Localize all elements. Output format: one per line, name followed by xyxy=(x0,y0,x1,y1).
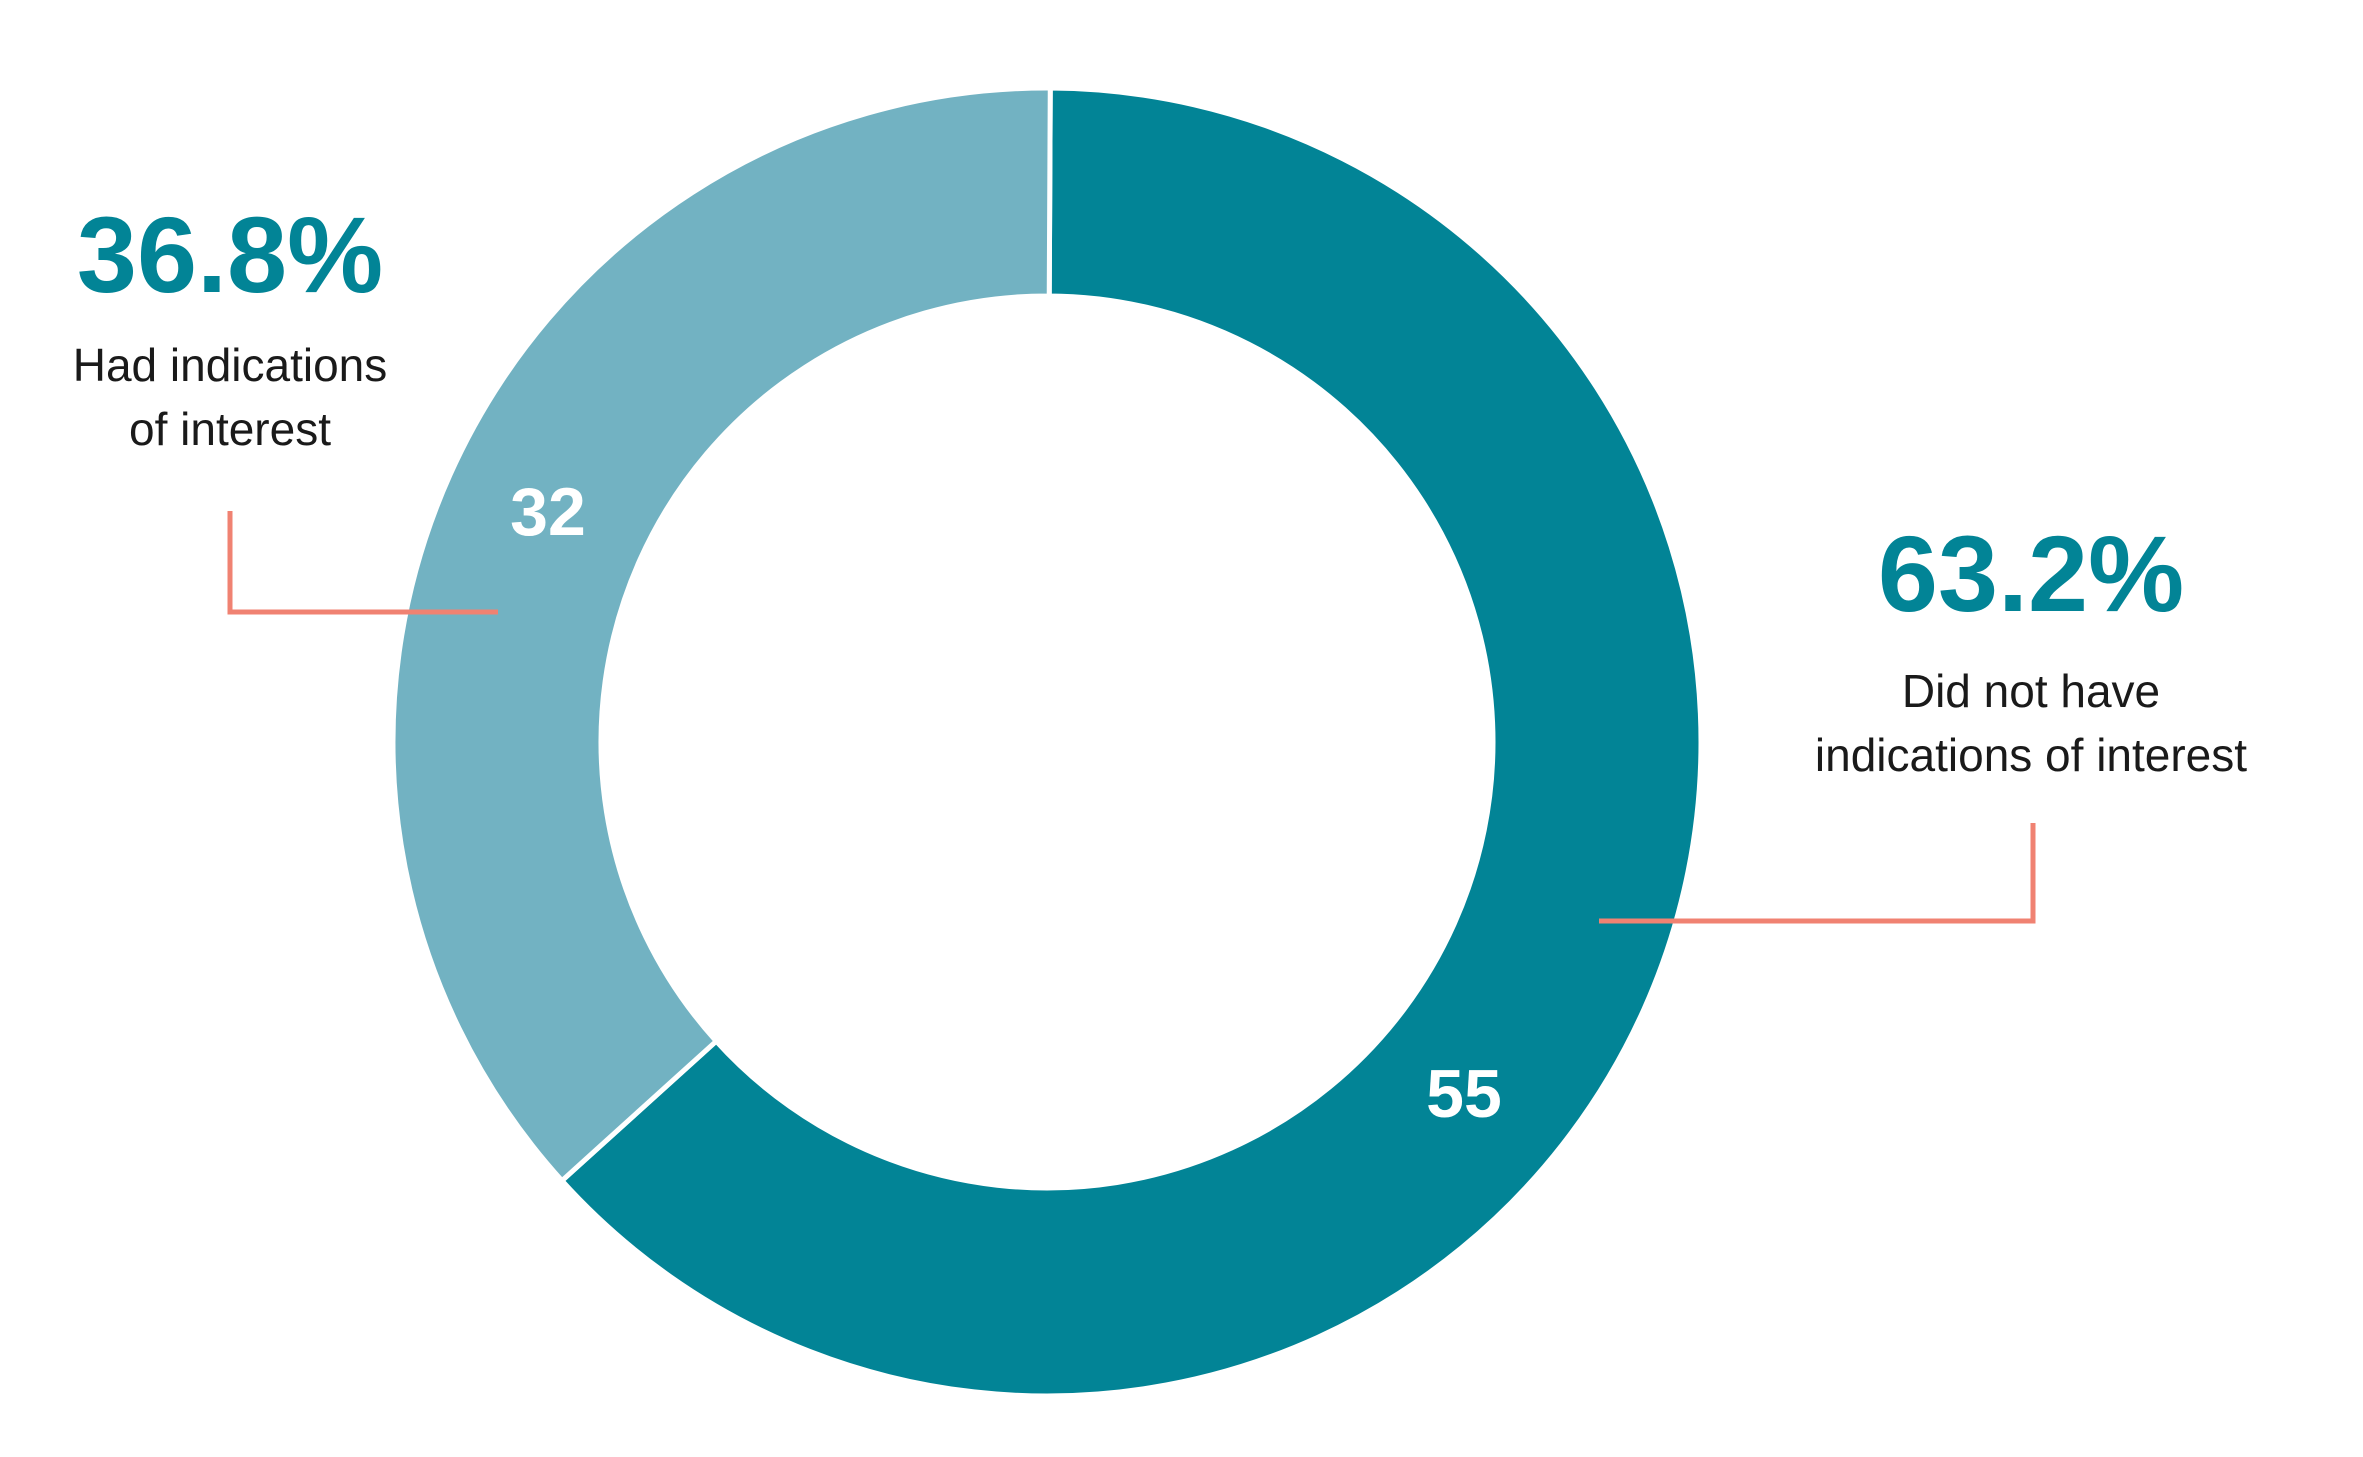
category-label: Had indications of interest xyxy=(72,339,388,455)
donut-segment xyxy=(558,85,1704,1399)
donut-segment xyxy=(390,85,1053,1185)
leader-line xyxy=(1599,823,2036,924)
category-label: Did not have indications of interest xyxy=(1814,665,2248,781)
percent-label: 36.8% xyxy=(76,194,384,315)
leader-line xyxy=(227,511,498,615)
value-label: 55 xyxy=(1426,1056,1502,1132)
percent-label: 63.2% xyxy=(1877,513,2185,634)
value-label: 32 xyxy=(510,474,586,550)
